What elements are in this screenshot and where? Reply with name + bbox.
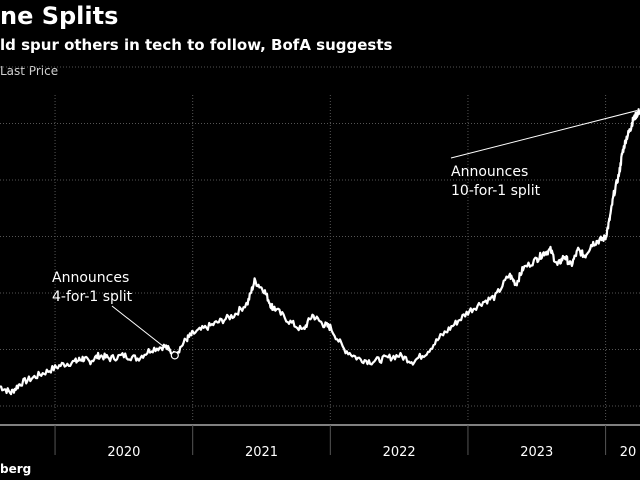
- x-tick-label: 20: [620, 445, 637, 460]
- annotation-4-for-1-line1: Announces: [52, 270, 129, 286]
- annotation-10-for-1-line1: Announces: [451, 164, 528, 180]
- x-tick-label: 2020: [107, 445, 140, 460]
- annotation-leader-10-for-1: [450, 110, 638, 159]
- annotation-10-for-1-line2: 10-for-1 split: [451, 183, 541, 199]
- x-tick-label: 2023: [520, 445, 553, 460]
- series-line-last-price: [0, 108, 640, 396]
- chart-subtitle: ld spur others in tech to follow, BofA s…: [0, 36, 393, 54]
- annotation-marker-4-for-1: [170, 351, 179, 360]
- x-tick-label: 2022: [383, 445, 416, 460]
- x-axis: 2020 2021 2022 2023 20: [0, 424, 640, 460]
- source-label: berg: [0, 462, 32, 476]
- annotation-leader-4-for-1: [111, 305, 176, 356]
- annotation-4-for-1-line2: 4-for-1 split: [52, 289, 133, 305]
- legend-label: Last Price: [0, 64, 59, 78]
- chart-title: ne Splits: [0, 2, 119, 30]
- gridlines: [0, 66, 640, 420]
- x-tick-label: 2021: [245, 445, 278, 460]
